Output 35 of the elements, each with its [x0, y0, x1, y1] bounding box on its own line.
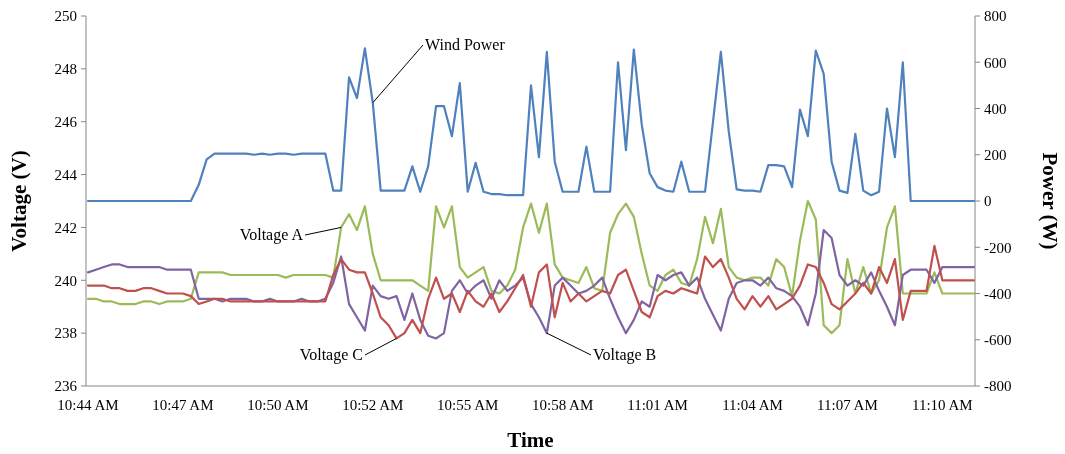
- y2-tick-label: -600: [984, 332, 1012, 348]
- x-axis-title: Time: [507, 428, 554, 452]
- x-tick-label: 10:50 AM: [247, 397, 309, 413]
- y-tick-label: 248: [54, 61, 77, 78]
- y2-tick-label: -200: [984, 239, 1012, 256]
- y2-tick-label: 400: [984, 100, 1007, 117]
- line-series: [86, 199, 976, 335]
- y-tick-label: 236: [54, 378, 78, 395]
- y2-tick-label: -400: [984, 285, 1012, 302]
- y-tick-label: 242: [54, 219, 77, 236]
- y2-tick-label: 200: [984, 147, 1007, 163]
- x-tick-label: 10:52 AM: [342, 397, 404, 413]
- x-tick-label: 10:44 AM: [57, 397, 119, 413]
- text: Voltage C: [299, 346, 363, 364]
- y-tick-label: 240: [54, 272, 77, 289]
- x-tick-label: 11:04 AM: [722, 397, 783, 413]
- y2-tick-label: -800: [984, 378, 1012, 395]
- y2-tick-label: 600: [984, 54, 1007, 71]
- x-tick-label: 11:07 AM: [817, 397, 878, 413]
- y-tick-label: 246: [54, 113, 78, 130]
- y2-axis-title: Power (W): [1038, 152, 1062, 250]
- text: Wind Power: [425, 36, 506, 53]
- y-tick-label: 238: [54, 325, 77, 342]
- x-tick-label: 10:55 AM: [437, 397, 499, 413]
- y-axis-title: Voltage (V): [7, 150, 31, 252]
- x-tick-label: 10:47 AM: [152, 397, 214, 413]
- y2-tick-label: 0: [984, 193, 992, 210]
- y-tick-label: 244: [54, 166, 78, 183]
- x-tick-label: 10:58 AM: [532, 397, 594, 413]
- x-tick-label: 11:01 AM: [627, 397, 688, 413]
- series-label: Voltage A: [239, 226, 304, 244]
- x-tick-label: 11:10 AM: [912, 397, 973, 413]
- series-label: Voltage B: [593, 346, 657, 364]
- y-tick-label: 250: [54, 8, 77, 25]
- y2-tick-label: 800: [984, 8, 1007, 25]
